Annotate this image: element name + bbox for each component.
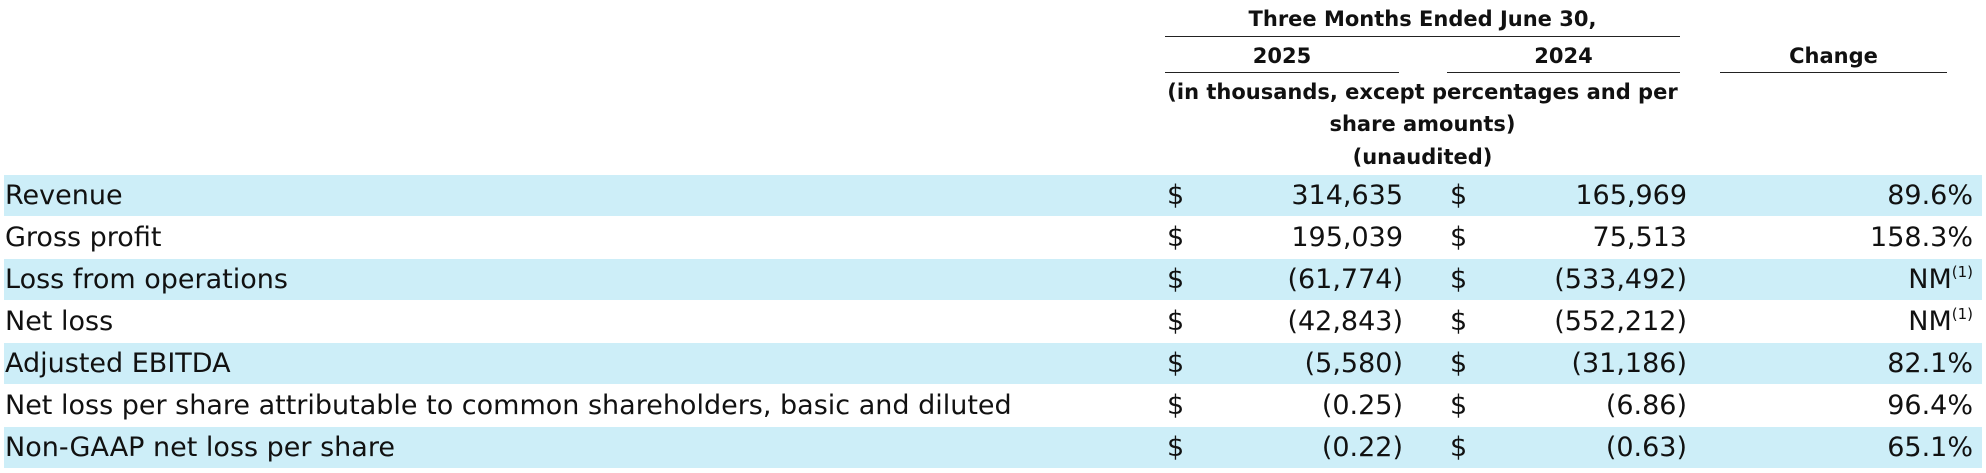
currency-symbol: $ <box>1450 180 1468 211</box>
currency-symbol: $ <box>1167 306 1185 337</box>
change-value: NM(1) <box>1908 263 1973 295</box>
change-value: 96.4% <box>1887 390 1973 421</box>
units-note-line1: (in thousands, except percentages and pe… <box>1167 80 1678 104</box>
currency-symbol: $ <box>1450 348 1468 379</box>
period-header-rule <box>1165 36 1680 37</box>
change-value: 65.1% <box>1887 432 1973 463</box>
year-2025-header: 2025 <box>1252 44 1312 68</box>
footnote-marker: (1) <box>1951 263 1973 281</box>
change-value: NM(1) <box>1908 305 1973 337</box>
table-row-revenue: Revenue $ 314,635 $ 165,969 89.6% <box>4 175 1982 216</box>
table-row-gross-profit: Gross profit $ 195,039 $ 75,513 158.3% <box>4 217 1982 258</box>
value-2024: (6.86) <box>1605 390 1687 421</box>
table-row-net-loss-per-share: Net loss per share attributable to commo… <box>4 385 1982 426</box>
year-2025-rule <box>1165 72 1399 73</box>
units-note-line3: (unaudited) <box>1352 145 1493 169</box>
value-2024: (31,186) <box>1571 348 1687 379</box>
table-row-adjusted-ebitda: Adjusted EBITDA $ (5,580) $ (31,186) 82.… <box>4 343 1982 384</box>
currency-symbol: $ <box>1167 180 1185 211</box>
period-header: Three Months Ended June 30, <box>1248 7 1597 31</box>
value-2025: (0.25) <box>1321 390 1403 421</box>
value-2025: (42,843) <box>1287 306 1403 337</box>
value-2025: 314,635 <box>1291 180 1403 211</box>
year-2024-rule <box>1447 72 1680 73</box>
row-label: Loss from operations <box>5 264 288 295</box>
row-label: Revenue <box>5 180 123 211</box>
footnote-marker: (1) <box>1951 305 1973 323</box>
currency-symbol: $ <box>1450 306 1468 337</box>
currency-symbol: $ <box>1167 264 1185 295</box>
currency-symbol: $ <box>1450 222 1468 253</box>
currency-symbol: $ <box>1167 222 1185 253</box>
value-2024: 165,969 <box>1575 180 1687 211</box>
value-2024: 75,513 <box>1592 222 1687 253</box>
units-note-line2: share amounts) <box>1329 112 1516 136</box>
value-2025: (61,774) <box>1287 264 1403 295</box>
value-2025: (5,580) <box>1304 348 1403 379</box>
table-row-loss-from-operations: Loss from operations $ (61,774) $ (533,4… <box>4 259 1982 300</box>
currency-symbol: $ <box>1450 390 1468 421</box>
value-2024: (533,492) <box>1554 264 1687 295</box>
change-value: 89.6% <box>1887 180 1973 211</box>
table-row-net-loss: Net loss $ (42,843) $ (552,212) NM(1) <box>4 301 1982 342</box>
table-row-non-gaap-net-loss-per-share: Non-GAAP net loss per share $ (0.22) $ (… <box>4 427 1982 468</box>
year-2024-header: 2024 <box>1534 44 1593 68</box>
row-label: Net loss per share attributable to commo… <box>5 390 1012 421</box>
currency-symbol: $ <box>1450 432 1468 463</box>
currency-symbol: $ <box>1167 432 1185 463</box>
value-2024: (552,212) <box>1554 306 1687 337</box>
change-value: 82.1% <box>1887 348 1973 379</box>
row-label: Non-GAAP net loss per share <box>5 432 395 463</box>
currency-symbol: $ <box>1450 264 1468 295</box>
row-label: Gross profit <box>5 222 162 253</box>
change-value: 158.3% <box>1870 222 1973 253</box>
row-label: Net loss <box>5 306 114 337</box>
currency-symbol: $ <box>1167 348 1185 379</box>
change-rule <box>1720 72 1947 73</box>
value-2025: (0.22) <box>1321 432 1403 463</box>
value-2024: (0.63) <box>1605 432 1687 463</box>
value-2025: 195,039 <box>1291 222 1403 253</box>
row-label: Adjusted EBITDA <box>5 348 231 379</box>
currency-symbol: $ <box>1167 390 1185 421</box>
change-header: Change <box>1789 44 1878 68</box>
